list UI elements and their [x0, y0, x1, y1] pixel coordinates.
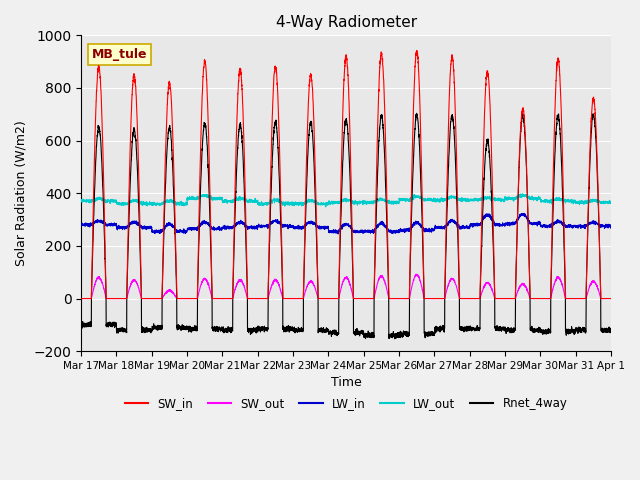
X-axis label: Time: Time: [331, 376, 362, 389]
Legend: SW_in, SW_out, LW_in, LW_out, Rnet_4way: SW_in, SW_out, LW_in, LW_out, Rnet_4way: [120, 392, 572, 415]
Text: MB_tule: MB_tule: [92, 48, 147, 61]
Title: 4-Way Radiometer: 4-Way Radiometer: [275, 15, 417, 30]
Y-axis label: Solar Radiation (W/m2): Solar Radiation (W/m2): [15, 120, 28, 266]
